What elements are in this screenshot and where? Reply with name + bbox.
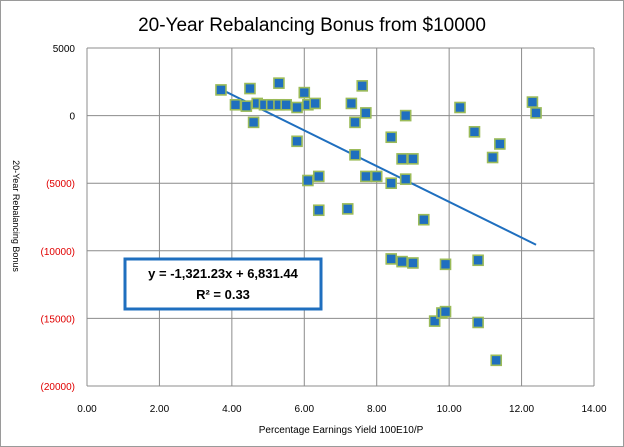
y-axis-label: 20-Year Rebalancing Bonus — [11, 160, 21, 272]
data-point — [526, 96, 539, 108]
x-tick-label: 8.00 — [367, 404, 387, 415]
x-tick-label: 6.00 — [295, 404, 315, 415]
y-tick-label: (15000) — [41, 314, 75, 325]
data-point — [407, 257, 419, 269]
data-point — [399, 109, 412, 122]
y-tick-label: 5000 — [53, 44, 76, 55]
y-tick-label: (5000) — [46, 179, 75, 190]
x-tick-label: 12.00 — [509, 404, 534, 415]
y-tick-label: 0 — [69, 112, 75, 123]
data-point — [345, 97, 358, 110]
data-point — [291, 135, 303, 148]
trendline-r-squared: R² = 0.33 — [196, 287, 250, 302]
data-point — [439, 305, 452, 318]
data-point — [385, 177, 398, 189]
data-point — [244, 82, 256, 95]
data-point — [349, 149, 361, 161]
data-point — [312, 204, 325, 217]
data-point — [407, 153, 419, 165]
data-point — [356, 80, 369, 92]
data-point — [396, 255, 408, 268]
data-point — [312, 170, 325, 183]
data-point — [247, 116, 260, 129]
data-points — [215, 77, 542, 367]
y-axis-label-group: 20-Year Rebalancing Bonus — [11, 160, 21, 272]
data-point — [309, 97, 321, 110]
x-tick-label: 10.00 — [437, 404, 462, 415]
data-point — [396, 153, 408, 165]
y-tick-label: (20000) — [41, 382, 75, 393]
data-point — [439, 258, 452, 271]
data-point — [273, 77, 285, 89]
equation-box-border — [123, 257, 323, 311]
data-point — [240, 100, 253, 112]
trend-line — [220, 88, 537, 246]
plot-area — [87, 48, 594, 386]
data-point — [490, 354, 503, 367]
equation-box: y = -1,321.23x + 6,831.44 R² = 0.33 — [123, 257, 323, 311]
data-point — [360, 170, 372, 183]
data-point — [385, 253, 398, 265]
data-point — [302, 174, 314, 187]
data-point — [291, 101, 303, 114]
data-point — [417, 213, 430, 226]
data-point — [229, 98, 242, 111]
chart-title: 20-Year Rebalancing Bonus from $10000 — [138, 15, 486, 36]
y-axis-ticks: 5000 0 (5000) (10000) (15000) (20000) — [41, 44, 76, 393]
data-point — [385, 131, 398, 144]
x-tick-label: 14.00 — [581, 404, 606, 415]
data-point — [530, 107, 542, 119]
data-point — [360, 107, 372, 119]
data-point — [494, 138, 506, 150]
x-axis-ticks: 0.00 2.00 4.00 6.00 8.00 10.00 12.00 14.00 — [77, 404, 607, 415]
data-point — [468, 126, 481, 138]
data-point — [472, 254, 484, 267]
x-axis-label: Percentage Earnings Yield 100E10/P — [259, 425, 424, 436]
trendline-equation: y = -1,321.23x + 6,831.44 — [148, 266, 298, 281]
gridlines — [86, 47, 595, 387]
x-tick-label: 4.00 — [222, 404, 242, 415]
data-point — [472, 316, 484, 329]
data-point — [215, 84, 227, 96]
data-point — [486, 151, 499, 164]
data-point — [428, 315, 441, 327]
data-point — [349, 116, 361, 129]
data-point — [454, 101, 466, 114]
x-tick-label: 2.00 — [150, 404, 170, 415]
data-point — [280, 98, 292, 111]
y-tick-label: (10000) — [41, 247, 75, 258]
data-point — [298, 86, 311, 99]
data-point — [370, 170, 383, 183]
x-tick-label: 0.00 — [77, 404, 97, 415]
data-point — [399, 173, 412, 185]
data-point — [341, 203, 354, 215]
